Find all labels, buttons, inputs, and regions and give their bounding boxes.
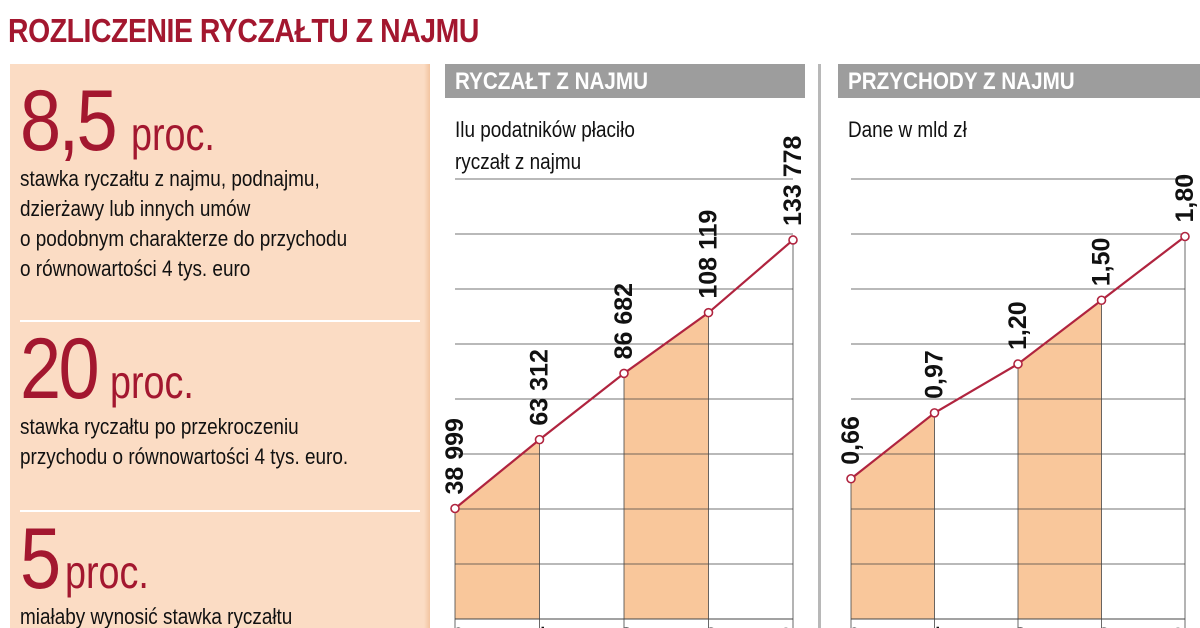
data-point (1180, 231, 1190, 242)
rate-description-line: miałaby wynosić stawka ryczałtu (20, 604, 293, 628)
rate-number: 8,5 (20, 73, 118, 169)
x-tick-label: 5 (611, 627, 638, 628)
data-point (1013, 359, 1023, 369)
x-tick-label: 6 (696, 627, 723, 628)
data-point (788, 235, 798, 245)
chart-taxpayers-svg: 38 999 63 312 86 682 108 119 133 778 3 4 5 6 7 (445, 135, 805, 628)
rate-unit: proc. (109, 356, 194, 408)
data-label: 63 312 (526, 349, 554, 425)
chart-header: RYCZAŁT Z NAJMU (445, 64, 805, 98)
x-tick-label: 7 (1172, 627, 1199, 628)
chart-header: PRZYCHODY Z NAJMU (838, 64, 1200, 98)
shaded-area (1018, 300, 1102, 619)
chart-subtitle-line: ryczałt z najmu (455, 149, 582, 174)
x-tick-label: 7 (780, 627, 805, 628)
rate-description: stawka ryczałtu po przekroczeniu przycho… (20, 412, 424, 472)
data-label: 0,66 (838, 416, 865, 465)
rate-number: 5 (20, 511, 61, 607)
rate-number: 20 (20, 321, 100, 417)
data-point (703, 307, 714, 318)
data-point (450, 503, 460, 514)
info-block-rate-5: 5 proc. miałaby wynosić stawka ryczałtu (20, 516, 420, 628)
rate-unit: proc. (130, 108, 215, 160)
shaded-area (851, 412, 935, 619)
shaded-area (624, 312, 709, 619)
data-point (929, 408, 940, 418)
rate-description-line: stawka ryczałtu po przekroczeniu (20, 414, 299, 439)
rate-description-line: o podobnym charakterze do przychodu (20, 226, 348, 251)
data-label: 0,97 (921, 350, 949, 399)
x-tick-label: 4 (922, 626, 949, 628)
chart-subtitle-line: Dane w mld zł (848, 117, 967, 142)
data-point (534, 434, 545, 445)
data-label: 1,20 (1004, 301, 1032, 350)
rate-description: stawka ryczałtu z najmu, podnajmu, dzier… (20, 164, 424, 284)
rate-description: miałaby wynosić stawka ryczałtu (20, 602, 424, 628)
main-title: ROZLICZENIE RYCZAŁTU Z NAJMU (8, 12, 479, 49)
chart-taxpayers: 38 999 63 312 86 682 108 119 133 778 3 4 5 6 7 RY… (445, 64, 805, 628)
info-block-rate-20: 20 proc. stawka ryczałtu po przekroczeniu… (20, 326, 420, 472)
data-point (619, 368, 629, 379)
x-tick-label: 3 (445, 627, 469, 628)
block-separator (20, 510, 420, 512)
data-label: 38 999 (445, 418, 469, 494)
chart-divider (818, 64, 821, 628)
info-panel: 8,5 proc. stawka ryczałtu z najmu, podnaj… (10, 64, 430, 628)
block-separator (20, 320, 420, 322)
rate-description-line: dzierżawy lub innych umów (20, 196, 251, 221)
shaded-area (455, 439, 540, 619)
chart-revenue-svg: 0,66 0,97 1,20 1,50 1,80 3 4 5 6 7 (838, 174, 1199, 628)
chart-subtitle: Dane w mld zł (848, 114, 967, 146)
data-label: 1,50 (1088, 238, 1116, 287)
chart-subtitle: Ilu podatników płaciło ryczałt z najmu (455, 114, 635, 178)
data-label: 86 682 (610, 283, 638, 359)
data-point (846, 473, 856, 484)
rate-description-line: stawka ryczałtu z najmu, podnajmu, (20, 166, 320, 191)
x-tick-label: 5 (1005, 627, 1032, 628)
rate-description-line: o równowartości 4 tys. euro (20, 256, 251, 281)
rate-unit: proc. (64, 546, 149, 598)
data-label: 108 119 (695, 210, 723, 299)
chart-revenue: 0,66 0,97 1,20 1,50 1,80 3 4 5 6 7 PRZYCHODY Z NA… (838, 64, 1200, 628)
rate-description-line: przychodu o równowartości 4 tys. euro. (20, 444, 349, 469)
data-label: 1,80 (1171, 174, 1199, 223)
chart-subtitle-line: Ilu podatników płaciło (455, 117, 635, 142)
x-tick-label: 6 (1089, 627, 1116, 628)
info-block-rate-8-5: 8,5 proc. stawka ryczałtu z najmu, podnaj… (20, 78, 420, 284)
x-tick-label: 3 (838, 627, 865, 628)
data-point (1096, 295, 1107, 306)
data-label: 133 778 (779, 135, 805, 225)
x-tick-label: 4 (527, 626, 554, 628)
panel-edge-shade (424, 64, 430, 628)
